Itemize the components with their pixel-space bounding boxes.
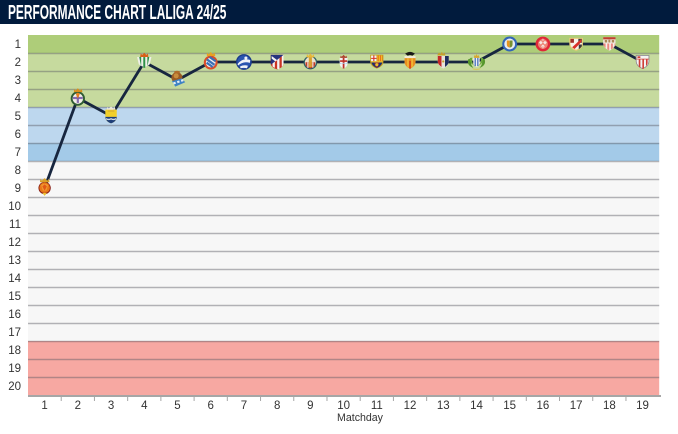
svg-text:5: 5: [174, 400, 180, 412]
svg-text:19: 19: [8, 363, 21, 375]
svg-text:6: 6: [208, 400, 214, 412]
svg-text:2: 2: [75, 400, 81, 412]
svg-text:10: 10: [8, 201, 21, 213]
svg-text:20: 20: [8, 381, 21, 393]
svg-text:12: 12: [404, 400, 417, 412]
svg-text:14: 14: [470, 400, 483, 412]
svg-text:18: 18: [8, 345, 21, 357]
svg-text:3: 3: [15, 75, 21, 87]
svg-text:13: 13: [8, 255, 21, 267]
svg-text:1: 1: [15, 39, 21, 51]
svg-text:10: 10: [337, 400, 350, 412]
svg-text:14: 14: [8, 273, 21, 285]
svg-text:3: 3: [108, 400, 114, 412]
svg-text:19: 19: [636, 400, 649, 412]
svg-text:18: 18: [603, 400, 616, 412]
svg-text:8: 8: [274, 400, 280, 412]
svg-text:1: 1: [41, 400, 47, 412]
svg-text:6: 6: [15, 129, 21, 141]
svg-text:17: 17: [570, 400, 583, 412]
svg-text:5: 5: [15, 111, 21, 123]
svg-text:17: 17: [8, 327, 21, 339]
svg-text:13: 13: [437, 400, 450, 412]
svg-text:11: 11: [9, 219, 21, 231]
svg-text:15: 15: [8, 291, 21, 303]
svg-text:Matchday: Matchday: [337, 412, 384, 424]
svg-text:11: 11: [371, 400, 383, 412]
svg-text:15: 15: [503, 400, 516, 412]
svg-text:9: 9: [307, 400, 313, 412]
svg-text:12: 12: [8, 237, 21, 249]
svg-text:2: 2: [15, 57, 21, 69]
svg-text:7: 7: [241, 400, 247, 412]
svg-text:9: 9: [15, 183, 21, 195]
svg-text:7: 7: [15, 147, 21, 159]
svg-text:16: 16: [537, 400, 550, 412]
svg-text:16: 16: [8, 309, 21, 321]
svg-text:4: 4: [141, 400, 148, 412]
svg-text:8: 8: [15, 165, 21, 177]
svg-text:4: 4: [15, 93, 22, 105]
